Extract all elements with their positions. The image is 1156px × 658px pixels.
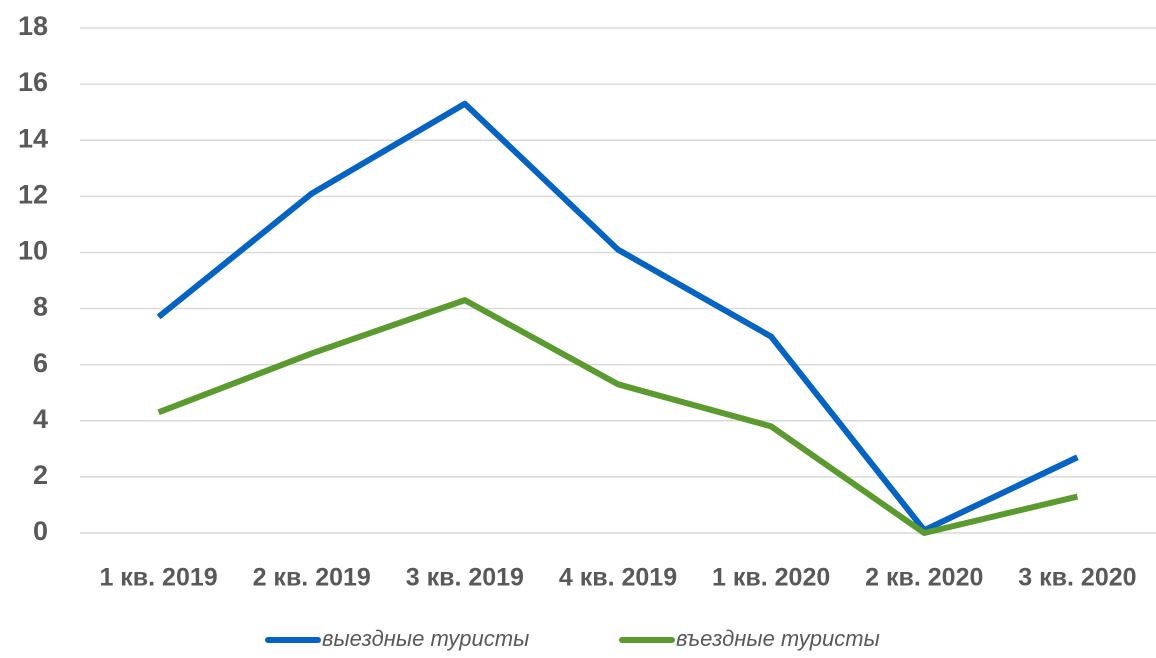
y-tick-label: 4 — [33, 404, 48, 434]
x-tick-label: 1 кв. 2020 — [712, 564, 830, 592]
y-tick-label: 6 — [33, 348, 48, 378]
y-tick-label: 14 — [18, 123, 48, 153]
y-tick-label: 12 — [18, 179, 48, 209]
y-tick-label: 2 — [33, 460, 48, 490]
x-tick-label: 3 кв. 2020 — [1018, 564, 1136, 592]
legend-label: выездные туристы — [322, 626, 529, 651]
y-tick-label: 8 — [33, 292, 48, 322]
x-tick-label: 2 кв. 2019 — [253, 564, 371, 592]
y-tick-label: 10 — [18, 236, 48, 266]
y-tick-label: 16 — [18, 67, 48, 97]
x-tick-label: 4 кв. 2019 — [559, 564, 677, 592]
y-tick-label: 0 — [33, 516, 48, 546]
x-tick-label: 3 кв. 2019 — [406, 564, 524, 592]
y-tick-label: 18 — [18, 11, 48, 41]
legend-label: въездные туристы — [676, 626, 880, 651]
x-tick-label: 2 кв. 2020 — [865, 564, 983, 592]
x-tick-label: 1 кв. 2019 — [99, 564, 217, 592]
series-line — [156, 100, 1079, 534]
series-line — [157, 297, 1079, 536]
